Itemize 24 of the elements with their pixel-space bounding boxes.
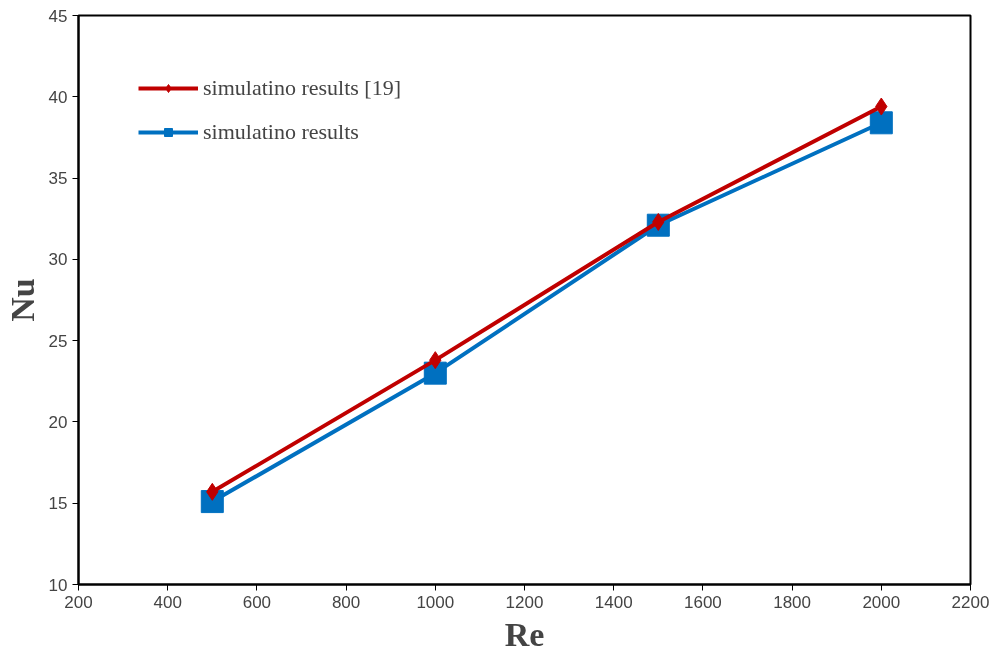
- x-tick-label: 2000: [862, 592, 901, 612]
- x-tick-label: 1000: [416, 592, 455, 612]
- point: [869, 111, 893, 135]
- x-tick-label: 800: [331, 592, 361, 612]
- y-tick-label: 15: [48, 494, 68, 514]
- legend-label: simulatino results: [203, 119, 359, 145]
- y-tick-label: 45: [48, 6, 68, 26]
- x-tick-label: 1600: [683, 592, 722, 612]
- y-tick-label: 40: [48, 87, 68, 107]
- x-axis-title: Re: [504, 615, 545, 653]
- y-tick-label: 20: [48, 412, 68, 432]
- y-tick-label: 10: [48, 575, 68, 595]
- x-tick-label: 600: [242, 592, 272, 612]
- x-tick-label: 1400: [594, 592, 633, 612]
- x-tick-label: 1200: [505, 592, 544, 612]
- y-tick-label: 35: [48, 169, 68, 189]
- y-axis-title: Nu: [3, 278, 41, 322]
- x-tick-label: 400: [153, 592, 182, 612]
- x-tick-label: 2200: [951, 592, 990, 612]
- x-tick-label: 200: [64, 592, 93, 612]
- legend-label: simulatino results [19]: [203, 75, 401, 101]
- y-tick-label: 25: [48, 331, 68, 351]
- y-tick-label: 30: [48, 250, 68, 270]
- x-tick-label: 1800: [773, 592, 812, 612]
